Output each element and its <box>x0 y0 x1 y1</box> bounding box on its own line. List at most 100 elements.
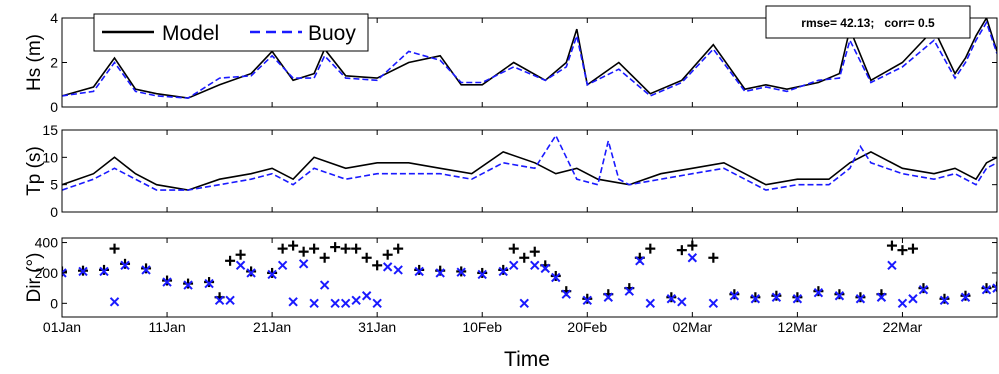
buoy-point <box>309 298 319 309</box>
buoy-point <box>687 253 698 263</box>
y-axis-label: Dir (°) <box>24 253 45 303</box>
buoy-point <box>708 298 719 309</box>
buoy-point <box>435 268 445 278</box>
buoy-point <box>918 284 929 295</box>
buoy-point <box>382 262 393 272</box>
buoy-point <box>582 295 592 305</box>
model-point <box>729 289 740 300</box>
model-point <box>750 292 761 303</box>
buoy-point <box>372 298 382 309</box>
model-point <box>288 240 299 251</box>
panel-1: 0 2 4 Hs (m) <box>24 10 998 115</box>
buoy-point <box>887 260 897 271</box>
buoy-point <box>981 284 992 295</box>
model-point <box>477 267 488 278</box>
model-point <box>582 293 593 304</box>
buoy-point <box>540 263 550 274</box>
buoy-point <box>792 294 803 304</box>
buoy-point <box>834 291 845 301</box>
model-point <box>109 243 120 254</box>
plot-area-2 <box>62 133 997 191</box>
buoy-point <box>267 269 277 280</box>
buoy-point <box>340 298 351 309</box>
legend-model-label: Model <box>162 22 219 45</box>
y-tick-label: 4 <box>50 10 58 26</box>
buoy-point <box>561 289 571 299</box>
model-point <box>246 266 257 277</box>
buoy-point <box>351 295 361 305</box>
buoy-point <box>477 269 487 280</box>
x-tick-label: 31Jan <box>358 319 396 335</box>
buoy-point <box>603 292 613 302</box>
y-tick-label: 0 <box>50 99 58 115</box>
model-point <box>204 277 215 288</box>
model-point <box>382 249 393 260</box>
model-point <box>834 289 845 300</box>
model-point <box>918 283 929 294</box>
x-tick-label: 10Feb <box>462 319 502 335</box>
buoy-point <box>361 291 372 301</box>
x-tick-labels: 01Jan 11Jan 21Jan 31Jan 10Feb 20Feb 02Mar 12Mar… <box>43 319 923 335</box>
model-point <box>645 243 656 254</box>
model-point <box>886 240 897 251</box>
buoy-point <box>960 292 971 302</box>
buoy-point <box>813 287 824 298</box>
buoy-point <box>666 294 677 304</box>
model-point <box>907 243 918 254</box>
buoy-point <box>876 292 887 302</box>
buoy-point <box>120 260 130 271</box>
x-tick-label: 11Jan <box>149 319 186 335</box>
y-tick-label: 2 <box>50 55 58 71</box>
model-point <box>277 243 288 254</box>
buoy-point <box>246 268 256 278</box>
buoy-point <box>277 260 288 271</box>
buoy-point <box>109 297 120 307</box>
buoy-point <box>855 294 866 304</box>
model-point <box>351 243 362 254</box>
stats-box: rmse= 42.13; corr= 0.5 <box>765 5 971 39</box>
model-point <box>235 249 246 260</box>
model-point <box>813 286 824 297</box>
model-line <box>62 150 997 191</box>
x-tick-label: 22Mar <box>883 319 923 335</box>
stats-box-frame <box>765 5 971 39</box>
model-point <box>120 258 131 269</box>
panel-3: 0 200 400 Dir (°) <box>24 235 998 318</box>
buoy-point <box>225 295 235 305</box>
buoy-point <box>99 266 109 277</box>
model-point <box>183 278 194 289</box>
model-point <box>508 243 519 254</box>
buoy-point <box>530 260 540 271</box>
model-line <box>62 18 997 99</box>
y-tick-label: 5 <box>50 177 58 193</box>
model-point <box>992 281 997 292</box>
panels: 0 2 4 Hs (m) 0 5 10 15 Tp (s) 0 200 400 Dir (°) <box>24 10 998 318</box>
buoy-point <box>519 298 529 309</box>
model-point <box>960 290 971 301</box>
model-point <box>340 243 351 254</box>
model-point <box>298 246 309 257</box>
y-axis-label: Hs (m) <box>24 34 45 91</box>
x-tick-label: 12Mar <box>778 319 818 335</box>
model-point <box>519 252 530 263</box>
model-point <box>162 275 173 286</box>
buoy-point <box>62 268 67 278</box>
model-point <box>939 293 950 304</box>
y-tick-label: 400 <box>35 235 59 251</box>
y-tick-label: 10 <box>42 149 58 165</box>
buoy-point <box>677 297 687 307</box>
model-point <box>666 292 677 303</box>
model-point <box>225 255 236 266</box>
buoy-point <box>771 292 782 302</box>
model-point <box>309 243 320 254</box>
model-point <box>897 245 908 256</box>
buoy-point <box>897 298 908 309</box>
buoy-point <box>319 280 330 290</box>
buoy-point <box>624 286 635 296</box>
plot-area-3 <box>62 240 997 309</box>
model-point <box>550 270 561 281</box>
x-tick-label: 20Feb <box>567 319 607 335</box>
buoy-point <box>551 272 561 283</box>
buoy-point <box>456 267 466 277</box>
legend: Model Buoy <box>93 13 369 52</box>
